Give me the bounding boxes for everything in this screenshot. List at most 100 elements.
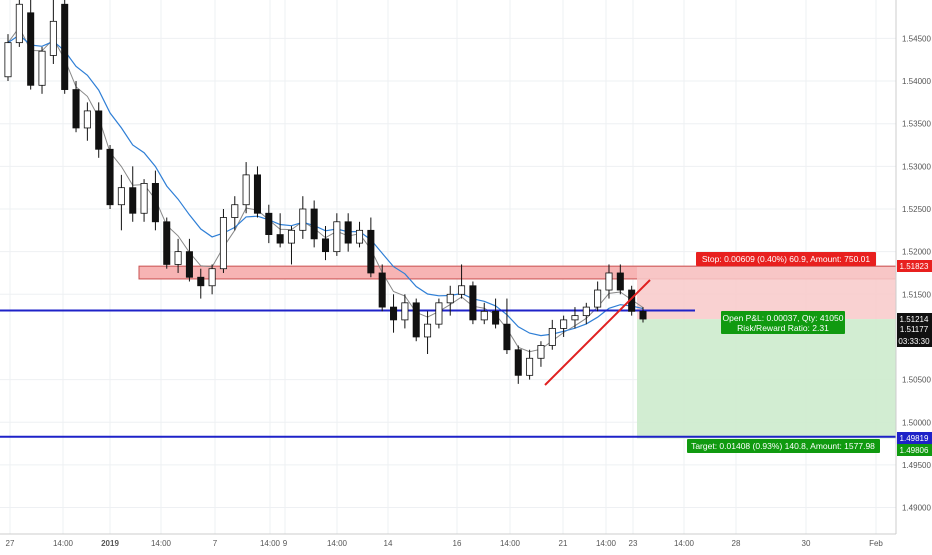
time-axis[interactable]: 27 14:00 2019 14:00 7 14:00 9 14:00 14 16 14:00 21 1…	[6, 539, 884, 548]
candle[interactable]	[639, 307, 647, 323]
candle[interactable]	[49, 0, 57, 64]
candle[interactable]	[95, 102, 103, 158]
candle[interactable]	[367, 217, 375, 278]
y-tick-label: 1.52000	[902, 248, 931, 257]
y-tick-label: 1.53500	[902, 120, 931, 129]
candle[interactable]	[435, 298, 443, 329]
candle-body	[526, 357, 534, 376]
candle[interactable]	[548, 319, 556, 350]
candle[interactable]	[605, 264, 613, 299]
candle[interactable]	[174, 238, 182, 273]
x-tick-label: 21	[559, 539, 568, 548]
candle-body	[412, 302, 420, 338]
candle[interactable]	[4, 34, 12, 82]
candle-body	[276, 234, 284, 244]
candle[interactable]	[61, 0, 69, 94]
candle[interactable]	[208, 264, 216, 295]
candle[interactable]	[492, 298, 500, 329]
candle[interactable]	[253, 166, 261, 218]
open-pnl-label[interactable]: Open P&L: 0.00037, Qty: 41050 Risk/Rewar…	[721, 311, 845, 334]
candle-body	[38, 50, 46, 86]
candle-body	[253, 174, 261, 214]
candle-body	[49, 20, 57, 56]
open-pnl-text: Open P&L: 0.00037, Qty: 41050	[723, 313, 844, 323]
candle-body	[344, 221, 352, 244]
candle[interactable]	[231, 196, 239, 231]
candle-body	[72, 89, 80, 129]
candle[interactable]	[185, 238, 193, 282]
candle-body	[265, 212, 273, 235]
candle[interactable]	[117, 174, 125, 231]
candle[interactable]	[344, 213, 352, 252]
candle[interactable]	[333, 213, 341, 256]
candle[interactable]	[163, 217, 171, 269]
x-tick-label: 14:00	[596, 539, 617, 548]
candle[interactable]	[276, 213, 284, 248]
candle[interactable]	[412, 298, 420, 342]
candle[interactable]	[140, 179, 148, 222]
candle[interactable]	[15, 0, 23, 47]
candle[interactable]	[469, 281, 477, 325]
candle[interactable]	[219, 208, 227, 273]
candle[interactable]	[83, 102, 91, 141]
price-axis[interactable]: 1.54500 1.54000 1.53500 1.53000 1.52500 1.520…	[902, 34, 931, 512]
candle[interactable]	[106, 145, 114, 209]
target-label[interactable]: Target: 0.01408 (0.93%) 140.8, Amount: 1…	[687, 439, 880, 453]
candle[interactable]	[197, 268, 205, 299]
stop-label[interactable]: Stop: 0.00609 (0.40%) 60.9, Amount: 750.…	[696, 252, 876, 266]
candle-body	[503, 323, 511, 351]
candle[interactable]	[446, 285, 454, 316]
candle[interactable]	[537, 341, 545, 367]
price-tag-bg	[897, 323, 932, 335]
candle[interactable]	[129, 166, 137, 222]
candle[interactable]	[299, 196, 307, 239]
rising-trendline[interactable]	[544, 279, 651, 386]
candle[interactable]	[265, 204, 273, 244]
candle[interactable]	[514, 345, 522, 384]
candle[interactable]	[503, 298, 511, 355]
candle[interactable]	[560, 315, 568, 337]
price-tag-text: 1.51177	[900, 325, 929, 334]
candle[interactable]	[72, 81, 80, 133]
candle[interactable]	[480, 302, 488, 325]
price-tag-bg	[897, 432, 932, 444]
price-tag-bg	[897, 313, 932, 325]
candle-body	[106, 148, 114, 206]
candle-body	[605, 272, 613, 291]
candle-body	[163, 221, 171, 265]
y-tick-label: 1.54000	[902, 77, 931, 86]
price-tag-bg	[897, 444, 932, 456]
candle[interactable]	[355, 221, 364, 248]
candle[interactable]	[594, 281, 602, 312]
candle[interactable]	[321, 226, 330, 261]
candle[interactable]	[38, 46, 46, 94]
candle[interactable]	[582, 302, 590, 325]
candle-body	[83, 110, 91, 129]
x-tick-label: 7	[213, 539, 218, 548]
risk-reward-text: Risk/Reward Ratio: 2.31	[737, 323, 829, 333]
candle[interactable]	[287, 226, 296, 265]
y-tick-label: 1.49000	[902, 504, 931, 513]
candle[interactable]	[378, 264, 386, 312]
price-tag-text: 1.51214	[900, 315, 929, 324]
take-profit-area[interactable]	[637, 319, 896, 439]
candle[interactable]	[424, 311, 432, 355]
candle[interactable]	[458, 264, 466, 299]
candle[interactable]	[401, 294, 409, 329]
candle-body	[492, 310, 500, 325]
candle[interactable]	[27, 0, 35, 90]
candle[interactable]	[616, 264, 624, 295]
y-tick-label: 1.54500	[902, 34, 931, 43]
candle-body	[219, 217, 227, 270]
candle[interactable]	[242, 162, 250, 214]
candle[interactable]	[310, 200, 318, 248]
candle[interactable]	[390, 294, 398, 333]
candle[interactable]	[571, 307, 579, 329]
candle[interactable]	[151, 170, 159, 231]
price-tag-text: 1.49819	[900, 434, 929, 443]
candle[interactable]	[526, 349, 534, 380]
x-tick-label: 27	[6, 539, 15, 548]
